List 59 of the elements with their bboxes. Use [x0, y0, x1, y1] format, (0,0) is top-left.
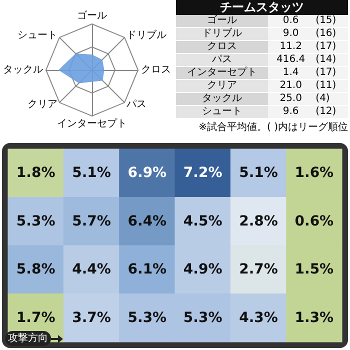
- spoke-label: ゴール: [77, 10, 107, 22]
- data-label: 6.1%: [128, 262, 167, 278]
- data-label: 5.3%: [16, 213, 56, 230]
- data-label: 2.8%: [239, 213, 278, 230]
- spoke-label: タックル: [3, 64, 43, 76]
- data-label: 5.1%: [72, 165, 111, 182]
- data-label: 4.4%: [72, 262, 111, 278]
- spoke-label: クリア: [27, 99, 58, 110]
- data-label: (12): [314, 106, 348, 118]
- category-label: ドリブル: [176, 28, 268, 40]
- data-label: (11): [314, 80, 348, 92]
- category-label: パス: [176, 54, 268, 66]
- category-label: インターセプト: [176, 66, 268, 80]
- data-label: 21.0: [268, 80, 314, 92]
- data-label: 4.5%: [183, 213, 222, 230]
- data-label: (14): [314, 54, 348, 66]
- category-label: シュート: [176, 106, 268, 118]
- data-label: 1.4: [268, 66, 314, 80]
- data-label: 5.7%: [72, 213, 111, 230]
- data-label: 5.8%: [16, 262, 56, 278]
- data-label: 9.0: [268, 28, 314, 40]
- category-label: クリア: [176, 80, 268, 92]
- data-label: 5.3%: [183, 310, 222, 326]
- data-label: 1.6%: [294, 165, 334, 182]
- data-label: 0.6%: [294, 213, 334, 230]
- text: チームスタッツ: [176, 0, 348, 15]
- category-label: ゴール: [176, 15, 268, 28]
- data-label: 4.9%: [183, 262, 222, 278]
- data-label: (17): [314, 66, 348, 80]
- data-label: 5.1%: [239, 165, 278, 182]
- data-label: 1.8%: [16, 165, 56, 182]
- data-label: 1.7%: [16, 310, 56, 326]
- data-label: (15): [314, 15, 348, 28]
- data-label: (4): [314, 92, 348, 106]
- data-label: 6.9%: [128, 165, 167, 182]
- text: ※試合平均値。( )内はリーグ順位: [198, 120, 348, 134]
- data-label: 7.2%: [183, 165, 222, 182]
- spoke-label: ドリブル: [126, 28, 167, 41]
- data-label: 1.5%: [294, 262, 334, 278]
- data-label: 5.3%: [128, 310, 167, 326]
- data-label: (16): [314, 28, 348, 40]
- data-label: 6.4%: [128, 213, 167, 230]
- spoke-label: パス: [126, 99, 147, 110]
- data-label: 25.0: [268, 92, 314, 106]
- category-label: タックル: [176, 92, 268, 106]
- data-label: (17): [314, 40, 348, 54]
- data-label: 1.3%: [294, 310, 334, 326]
- spoke-label: シュート: [17, 30, 58, 41]
- data-label: 2.7%: [239, 262, 278, 278]
- data-label: 416.4: [268, 54, 314, 66]
- annotation: 攻撃方向: [5, 331, 51, 346]
- category-label: クロス: [176, 40, 268, 54]
- data-label: 11.2: [268, 40, 314, 54]
- data-label: 3.7%: [72, 310, 111, 326]
- spoke-label: インターセプト: [57, 118, 127, 130]
- data-label: 9.6: [268, 106, 314, 118]
- data-label: 4.3%: [239, 310, 278, 326]
- data-label: 0.6: [268, 15, 314, 28]
- spoke-label: クロス: [141, 64, 171, 76]
